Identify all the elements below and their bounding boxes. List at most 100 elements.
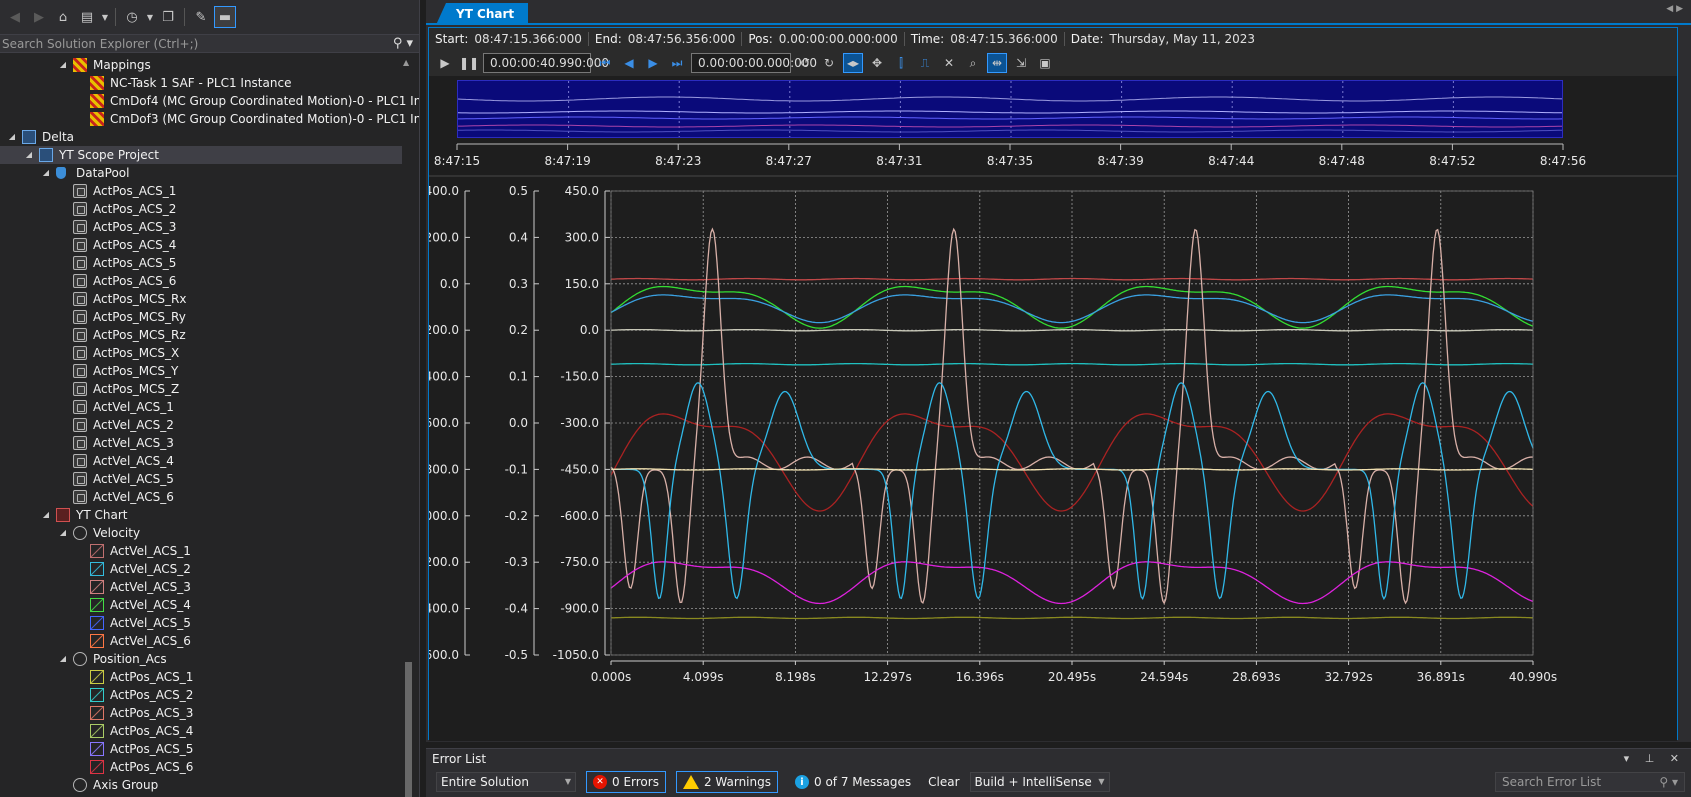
collapse-all-icon[interactable]: ❐	[162, 9, 174, 25]
tree-item[interactable]: Axis Group	[0, 776, 402, 794]
build-filter-dropdown[interactable]: Build + IntelliSense ▼	[969, 772, 1110, 792]
tree-item[interactable]: ActVel_ACS_1	[0, 542, 402, 560]
tree-item[interactable]: ActPos_ACS_2	[0, 200, 402, 218]
home-icon[interactable]: ⌂	[58, 9, 68, 25]
tree-item[interactable]: ActVel_ACS_5	[0, 470, 402, 488]
expand-arrow-icon[interactable]: ◢	[25, 150, 33, 159]
tree-item[interactable]: ◢ Mappings	[0, 56, 402, 74]
properties-wrench-icon[interactable]: ✎	[195, 9, 207, 25]
variable-icon	[73, 256, 87, 270]
position-field[interactable]: 0.00:00:00.000:000	[691, 53, 817, 73]
tree-item[interactable]: ◢ YT Scope Project	[0, 146, 402, 164]
tree-item[interactable]: ◢ Velocity	[0, 524, 402, 542]
tree-item[interactable]: ActPos_ACS_6	[0, 272, 402, 290]
tree-item[interactable]: ActPos_MCS_X	[0, 344, 402, 362]
scroll-up-icon[interactable]: ▲	[403, 58, 410, 67]
tree-item[interactable]: ActVel_ACS_2	[0, 416, 402, 434]
tree-item[interactable]: ActPos_MCS_Ry	[0, 308, 402, 326]
expand-arrow-icon[interactable]: ◢	[8, 132, 16, 141]
tab-yt-chart[interactable]: YT Chart	[436, 3, 529, 25]
overview-series-line	[458, 116, 1562, 120]
expand-arrow-icon[interactable]: ◢	[59, 654, 67, 663]
play-icon[interactable]: ▶	[440, 56, 450, 70]
plot-frame	[610, 190, 1534, 656]
tree-item[interactable]: ActPos_ACS_1	[0, 182, 402, 200]
tree-item[interactable]: ActPos_ACS_4	[0, 236, 402, 254]
tree-item[interactable]: ActPos_MCS_Rz	[0, 326, 402, 344]
pan-icon[interactable]: ✥	[871, 56, 883, 70]
error-list-search-input[interactable]: Search Error List ⚲ ▾	[1495, 772, 1685, 792]
tree-item[interactable]: ◢ Position_Acs	[0, 650, 402, 668]
tab-scroll-arrows-icon[interactable]: ◀ ▶	[1666, 4, 1683, 14]
screenshot-icon[interactable]: ▣	[1039, 56, 1051, 70]
tree-item[interactable]: ActPos_ACS_6	[0, 758, 402, 776]
messages-filter-button[interactable]: i 0 of 7 Messages	[788, 771, 918, 793]
step-back-icon[interactable]: ◀	[624, 56, 634, 70]
skip-to-end-icon[interactable]: ⏭	[671, 55, 683, 70]
redo-icon[interactable]: ↻	[823, 56, 835, 70]
scrollbar-thumb[interactable]	[405, 662, 412, 797]
tree-item[interactable]: ActVel_ACS_3	[0, 578, 402, 596]
expand-arrow-icon[interactable]: ◢	[59, 60, 67, 69]
overview-chart[interactable]	[457, 80, 1563, 138]
tree-item[interactable]: ActVel_ACS_5	[0, 614, 402, 632]
solution-scrollbar[interactable]: ▲	[403, 56, 413, 797]
tree-item[interactable]: ActPos_ACS_3	[0, 218, 402, 236]
scope-dropdown[interactable]: Entire Solution ▼	[436, 772, 576, 792]
auto-scale-icon[interactable]: ⇹	[987, 53, 1007, 73]
x-tick-label: 40.990s	[1509, 670, 1557, 684]
expand-arrow-icon[interactable]: ◢	[42, 168, 50, 177]
tree-item[interactable]: ActVel_ACS_4	[0, 452, 402, 470]
tree-item[interactable]: CmDof4 (MC Group Coordinated Motion)-0 -…	[0, 92, 419, 110]
tree-item[interactable]: NC-Task 1 SAF - PLC1 Instance	[0, 74, 402, 92]
solution-search-box[interactable]: Search Solution Explorer (Ctrl+;) ⚲ ▾	[0, 34, 419, 53]
expand-arrow-icon[interactable]: ◢	[59, 528, 67, 537]
tree-item[interactable]: ActVel_ACS_1	[0, 398, 402, 416]
tree-item[interactable]: ◢ Delta	[0, 128, 402, 146]
back-icon[interactable]: ◀	[10, 9, 20, 25]
display-width-field[interactable]: 0.00:00:40.990:000	[483, 53, 609, 73]
tools-icon[interactable]: ✕	[943, 56, 955, 70]
tree-item[interactable]: ActPos_ACS_3	[0, 704, 402, 722]
skip-to-start-icon[interactable]: ⏮	[599, 55, 611, 70]
preview-selected-icon[interactable]: ▬	[214, 6, 236, 28]
tree-item[interactable]: CmDof3 (MC Group Coordinated Motion)-0 -…	[0, 110, 419, 128]
tree-item[interactable]: ActVel_ACS_6	[0, 488, 402, 506]
tree-item[interactable]: ◢ DataPool	[0, 164, 402, 182]
solution-search-input[interactable]: Search Solution Explorer (Ctrl+;)	[2, 36, 199, 51]
zoom-icon[interactable]: ⌕	[969, 55, 977, 70]
export-icon[interactable]: ⇲	[1015, 56, 1027, 70]
tree-item[interactable]: ActVel_ACS_4	[0, 596, 402, 614]
dropdown-chevron-icon[interactable]: ▼	[101, 12, 109, 22]
clear-button[interactable]: Clear	[928, 775, 960, 789]
tree-item[interactable]: ActPos_ACS_2	[0, 686, 402, 704]
tree-item[interactable]: ActVel_ACS_3	[0, 434, 402, 452]
panel-window-buttons-icon[interactable]: ▾ ⊥ ✕	[1623, 752, 1685, 765]
errors-filter-button[interactable]: ✕ 0 Errors	[586, 771, 666, 793]
pause-icon[interactable]: ❚❚	[458, 56, 480, 70]
tree-item[interactable]: ActVel_ACS_2	[0, 560, 402, 578]
switch-views-icon[interactable]: ▤	[80, 9, 94, 25]
warnings-filter-button[interactable]: 2 Warnings	[675, 771, 778, 793]
tree-item[interactable]: ActPos_ACS_4	[0, 722, 402, 740]
trigger-icon[interactable]: ⎍	[920, 55, 930, 70]
tree-item[interactable]: ActVel_ACS_6	[0, 632, 402, 650]
tree-item[interactable]: ActPos_ACS_5	[0, 254, 402, 272]
pending-changes-icon[interactable]: ◷	[126, 9, 138, 25]
expand-arrow-icon[interactable]: ◢	[42, 510, 50, 519]
tree-item[interactable]: ActPos_MCS_Z	[0, 380, 402, 398]
tree-item[interactable]: ◢ YT Chart	[0, 506, 402, 524]
tree-item[interactable]: ActPos_MCS_Rx	[0, 290, 402, 308]
search-icon[interactable]: ⚲ ▾	[392, 36, 413, 51]
tree-item[interactable]: ActPos_MCS_Y	[0, 362, 402, 380]
variable-icon	[73, 184, 87, 198]
undo-icon[interactable]: ↺	[799, 56, 811, 70]
dropdown-chevron-icon[interactable]: ▼	[146, 12, 154, 22]
forward-icon[interactable]: ▶	[34, 9, 44, 25]
step-forward-icon[interactable]: ▶	[648, 56, 658, 70]
yt-main-chart[interactable]: 400.0 200.0 0.0 -200.0 -400.0 -600.0 -800.0 -10…	[429, 175, 1677, 741]
scroll-mode-icon[interactable]: ◂▸	[843, 53, 863, 73]
tree-item[interactable]: ActPos_ACS_5	[0, 740, 402, 758]
tree-item[interactable]: ActPos_ACS_1	[0, 668, 402, 686]
cursor-icon[interactable]: ⫿	[899, 55, 903, 70]
